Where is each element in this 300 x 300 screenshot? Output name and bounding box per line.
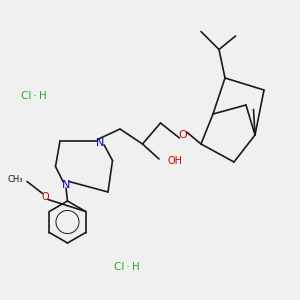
Text: N: N: [96, 137, 105, 148]
Text: OH: OH: [167, 155, 182, 166]
Text: CH₃: CH₃: [7, 175, 22, 184]
Text: Cl · H: Cl · H: [21, 91, 47, 101]
Text: O: O: [41, 191, 49, 202]
Text: Cl · H: Cl · H: [114, 262, 140, 272]
Text: N: N: [62, 179, 70, 190]
Text: O: O: [178, 130, 188, 140]
